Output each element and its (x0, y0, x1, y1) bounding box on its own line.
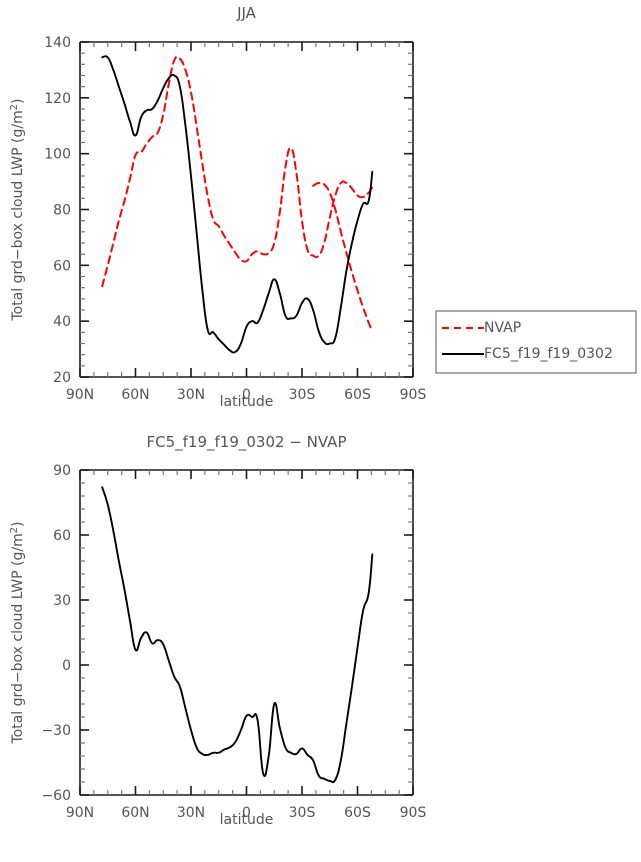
x-tick-label: 0 (242, 805, 251, 821)
x-tick-label: 90S (400, 805, 427, 821)
x-tick-label: 90S (400, 387, 427, 403)
x-tick-label: 30S (289, 387, 316, 403)
y-tick-label: 100 (44, 147, 71, 163)
y-tick-label: 120 (44, 91, 71, 107)
x-tick-label: 60N (121, 387, 149, 403)
series-line-fc5-f19-f19-0302 (101, 55, 374, 354)
x-tick-label: 90N (66, 805, 94, 821)
series-line-nvap-tail (312, 181, 374, 332)
data-group-1 (101, 55, 374, 354)
y-tick-label: −30 (41, 723, 71, 739)
y-tick-label: 40 (53, 314, 71, 330)
x-tick-label: 60S (344, 387, 371, 403)
x-axis-label-1: latitude (220, 394, 274, 410)
y-tick-label: 60 (53, 528, 71, 544)
x-tick-label: 30N (177, 387, 205, 403)
series-line-fc5-f19-f19-0302-nvap (101, 486, 374, 784)
y-axis-label-1: Total grd−box cloud LWP (g/m2) (9, 98, 26, 321)
legend-label-nvap: NVAP (484, 320, 521, 336)
y-axis-label-2: Total grd−box cloud LWP (g/m2) (9, 521, 26, 744)
x-axis-label-2: latitude (220, 812, 274, 828)
x-tick-label: 60S (344, 805, 371, 821)
x-tick-label: 30S (289, 805, 316, 821)
x-tick-label: 60N (121, 805, 149, 821)
y-tick-label: 30 (53, 593, 71, 609)
legend-box (435, 310, 637, 374)
chart-panel-2: FC5_f19_f19_0302 − NVAP −60 −30 0 30 60 90 90N 6… (9, 433, 426, 828)
legend-label-fc5-f19-f19-0302: FC5_f19_f19_0302 (484, 346, 613, 362)
series-line-nvap (101, 55, 374, 288)
chart-panel-1: JJA 20 40 60 80 100 120 140 90N 60N 30N 0 30S 60S 90S l… (9, 4, 426, 410)
y-tick-label: 80 (53, 203, 71, 219)
chart-title-1: JJA (236, 4, 257, 22)
y-tick-label: 60 (53, 258, 71, 274)
chart-title-2: FC5_f19_f19_0302 − NVAP (147, 433, 347, 452)
x-tick-label: 30N (177, 805, 205, 821)
y-tick-label: 0 (62, 658, 71, 674)
y-tick-label: 20 (53, 370, 71, 386)
x-tick-label: 0 (242, 387, 251, 403)
data-group-2 (101, 486, 374, 784)
legend: NVAP FC5_f19_f19_0302 (435, 310, 637, 374)
y-tick-label: −60 (41, 788, 71, 804)
x-tick-label: 90N (66, 387, 94, 403)
y-tick-label: 140 (44, 35, 71, 51)
y-tick-label: 90 (53, 463, 71, 479)
